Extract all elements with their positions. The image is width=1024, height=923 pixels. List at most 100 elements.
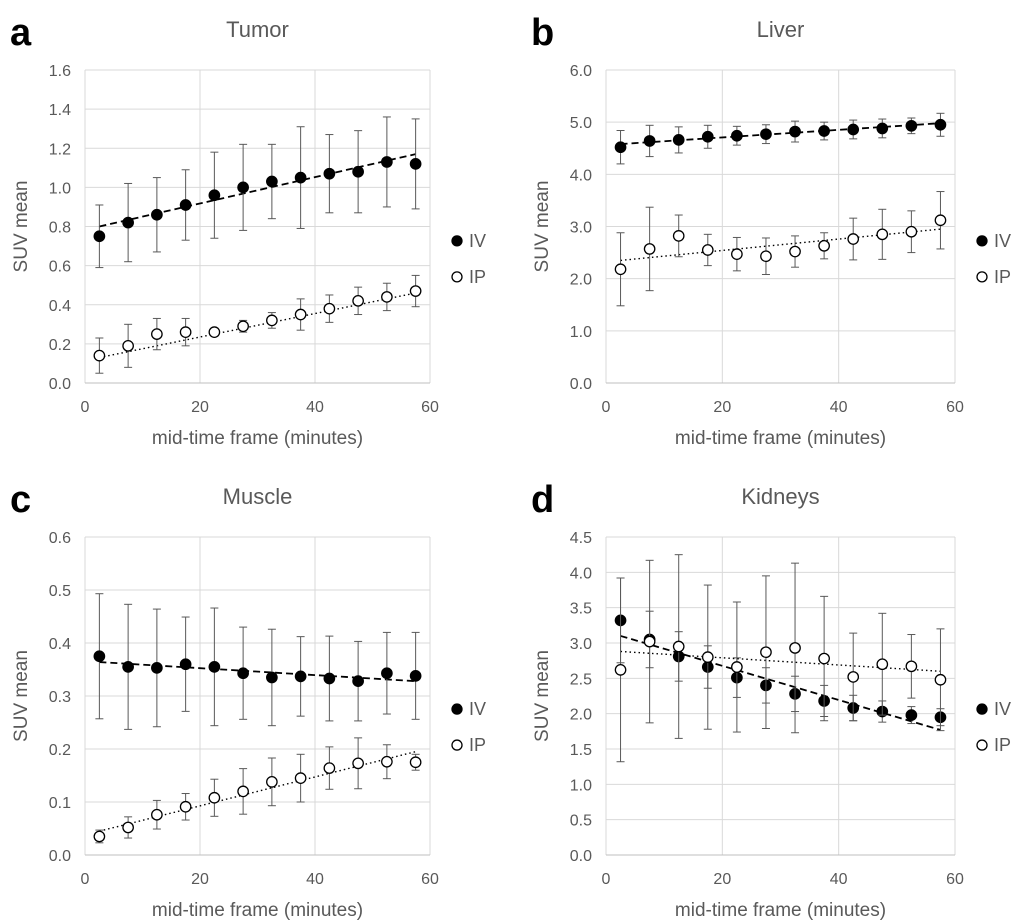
- y-axis-label: SUV mean: [532, 650, 553, 742]
- panel-letter: d: [531, 479, 554, 521]
- x-tick-label: 60: [946, 871, 964, 888]
- y-tick-label: 0.2: [49, 337, 71, 354]
- data-point: [93, 349, 106, 362]
- data-point: [179, 800, 192, 813]
- legend-label: IP: [994, 735, 1011, 755]
- data-point: [731, 248, 743, 260]
- data-point: [643, 135, 656, 147]
- x-tick-label: 40: [830, 871, 848, 888]
- data-point: [323, 762, 336, 774]
- data-point: [323, 302, 336, 315]
- legend-label: IV: [994, 231, 1011, 251]
- y-tick-label: 0.5: [49, 583, 71, 600]
- x-tick-label: 20: [191, 399, 209, 416]
- y-axis-label: SUV mean: [11, 181, 32, 273]
- y-axis-label: SUV mean: [11, 650, 32, 742]
- y-tick-label: 3.5: [570, 601, 592, 618]
- legend-marker: [451, 271, 463, 283]
- y-tick-label: 1.0: [570, 324, 592, 341]
- data-point: [208, 189, 221, 202]
- y-tick-label: 1.0: [49, 180, 71, 197]
- data-point: [151, 328, 163, 340]
- y-tick-label: 3.0: [570, 220, 592, 237]
- data-point: [93, 230, 106, 243]
- y-axis-label: SUV mean: [532, 181, 553, 273]
- series-iv: [93, 116, 422, 269]
- data-point: [179, 326, 192, 338]
- y-tick-label: 4.0: [570, 167, 592, 184]
- data-point: [381, 156, 393, 168]
- data-point: [179, 658, 192, 671]
- y-tick-label: 0.3: [49, 689, 71, 706]
- data-point: [614, 263, 627, 276]
- data-point: [672, 134, 685, 146]
- data-point: [208, 326, 221, 338]
- data-point: [760, 128, 772, 141]
- data-point: [934, 118, 947, 131]
- x-tick-label: 60: [946, 399, 964, 416]
- y-tick-label: 3.0: [570, 636, 592, 653]
- data-point: [409, 285, 422, 297]
- x-tick-label: 0: [81, 399, 90, 416]
- panel-letter: b: [531, 12, 554, 54]
- x-tick-label: 60: [421, 871, 439, 888]
- y-tick-label: 0.2: [49, 742, 71, 759]
- data-point: [122, 339, 134, 352]
- panel-title: Muscle: [223, 484, 293, 509]
- y-tick-label: 6.0: [570, 63, 592, 80]
- data-point: [122, 216, 134, 229]
- y-tick-label: 2.0: [570, 272, 592, 289]
- x-tick-label: 40: [306, 871, 324, 888]
- data-point: [208, 660, 221, 673]
- data-point: [876, 122, 889, 135]
- legend-label: IV: [994, 699, 1011, 719]
- data-point: [352, 294, 364, 307]
- x-axis-label: mid-time frame (minutes): [152, 900, 363, 921]
- y-tick-label: 0.5: [570, 813, 592, 830]
- y-tick-label: 0.0: [570, 848, 592, 865]
- data-point: [294, 670, 307, 683]
- panel-a: 0.0 0.2 0.4 0.6 0.8 1.0 1.2 1.4 1.6 0 20 40 60 Tumor a…: [10, 12, 486, 449]
- data-point: [266, 671, 278, 684]
- y-tick-label: 4.5: [570, 530, 592, 547]
- y-tick-label: 1.5: [570, 742, 592, 759]
- x-tick-label: 40: [306, 399, 324, 416]
- data-point: [93, 830, 106, 843]
- data-point: [876, 658, 889, 671]
- legend-marker: [976, 271, 988, 283]
- data-point: [237, 181, 249, 194]
- y-tick-label: 0.8: [49, 220, 71, 237]
- series-ip: [93, 274, 422, 374]
- x-tick-label: 0: [602, 399, 611, 416]
- data-point: [409, 158, 422, 170]
- data-point: [934, 214, 947, 227]
- data-point: [643, 635, 656, 648]
- legend-label: IP: [994, 267, 1011, 287]
- data-point: [701, 651, 714, 663]
- panel-title: Liver: [757, 17, 805, 42]
- x-axis-label: mid-time frame (minutes): [675, 900, 886, 921]
- y-tick-label: 0.0: [570, 376, 592, 393]
- data-point: [760, 250, 772, 263]
- data-point: [409, 756, 422, 769]
- legend-label: IV: [469, 231, 486, 251]
- trendline: [99, 750, 416, 832]
- y-tick-label: 2.0: [570, 707, 592, 724]
- panel-letter: c: [10, 479, 31, 521]
- x-tick-label: 0: [602, 871, 611, 888]
- data-point: [151, 808, 163, 821]
- data-point: [381, 667, 393, 680]
- data-point: [789, 245, 801, 258]
- x-axis-label: mid-time frame (minutes): [675, 428, 886, 449]
- data-point: [905, 225, 918, 238]
- data-point: [701, 130, 714, 143]
- panel-title: Tumor: [226, 17, 289, 42]
- series-ip: [614, 191, 947, 307]
- data-point: [352, 165, 364, 178]
- trendline: [620, 122, 941, 145]
- data-point: [818, 125, 830, 137]
- panel-title: Kidneys: [741, 484, 819, 509]
- y-tick-label: 1.2: [49, 141, 71, 158]
- data-point: [151, 662, 163, 674]
